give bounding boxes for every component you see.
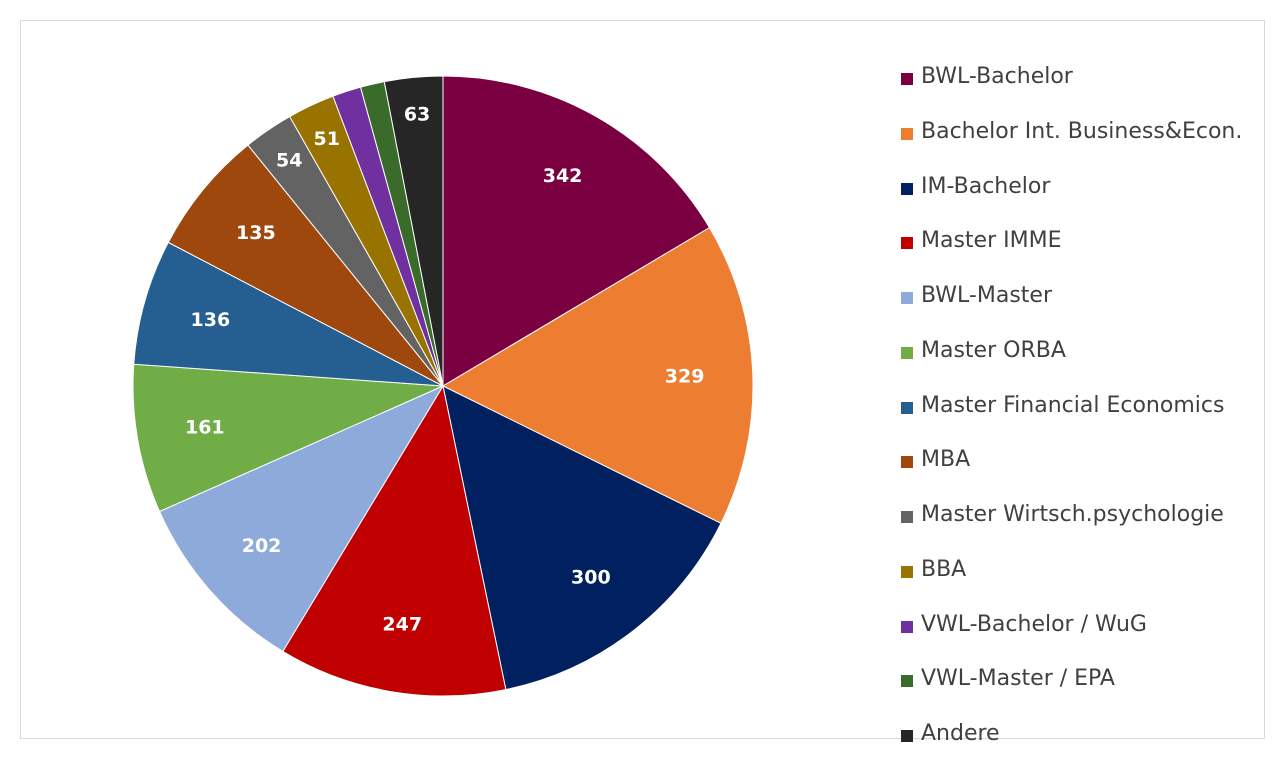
- legend-item: BWL-Master: [901, 278, 1242, 333]
- legend-swatch: [901, 237, 913, 250]
- legend-swatch: [901, 401, 913, 414]
- legend-item: Andere: [901, 716, 1242, 771]
- pie-chart: 342 329 300 247 202 161 136 135 54 51 63: [132, 75, 754, 697]
- pie-slice-6: [132, 363, 444, 513]
- pie-slice-2: [441, 226, 754, 525]
- legend-label: Master Wirtsch.psychologie: [921, 502, 1224, 527]
- slice-data-label: 161: [185, 417, 225, 439]
- slice-data-label: 329: [665, 366, 705, 388]
- slice-data-label: 51: [314, 128, 340, 150]
- legend-item: Master ORBA: [901, 333, 1242, 388]
- pie-slice-7: [133, 241, 444, 387]
- legend-label: Bachelor Int. Business&Econ.: [921, 118, 1243, 144]
- legend-label: VWL-Bachelor / WuG: [921, 611, 1147, 637]
- legend-label: BWL-Bachelor: [921, 64, 1073, 89]
- legend-label: MBA: [921, 447, 971, 473]
- legend-item: VWL-Bachelor / WuG: [901, 607, 1242, 662]
- legend-label: Master IMME: [921, 228, 1062, 254]
- legend-label: Master ORBA: [921, 337, 1066, 363]
- legend-item: Bachelor Int. Business&Econ.: [901, 114, 1242, 169]
- slice-data-label: 202: [242, 535, 282, 557]
- legend-label: BBA: [921, 556, 967, 582]
- legend-swatch: [901, 182, 913, 195]
- legend-item: BBA: [901, 552, 1242, 607]
- slice-data-label: 300: [571, 566, 611, 588]
- slice-data-label: 136: [191, 309, 231, 331]
- legend-label: BWL-Master: [921, 283, 1053, 308]
- legend-item: Master IMME: [901, 223, 1242, 278]
- slice-data-label: 247: [382, 613, 422, 635]
- legend-swatch: [901, 127, 913, 140]
- legend-item: IM-Bachelor: [901, 169, 1242, 224]
- pie-slice-3: [442, 385, 722, 691]
- slice-data-label: 54: [276, 150, 302, 172]
- legend-swatch: [901, 730, 913, 742]
- legend-swatch: [901, 511, 913, 523]
- legend-label: Andere: [921, 721, 1000, 746]
- legend-swatch: [901, 456, 913, 469]
- slice-data-label: 63: [404, 103, 430, 125]
- legend-item: MBA: [901, 442, 1242, 497]
- legend-swatch: [901, 73, 913, 85]
- pie-slice-5: [158, 384, 445, 653]
- pie-slice-8: [167, 144, 444, 387]
- pie-slice-13: [383, 75, 444, 387]
- chart-frame: 342 329 300 247 202 161 136 135 54 51 63 BWL-Bache…: [20, 20, 1265, 746]
- pie-slice-4: [282, 384, 507, 697]
- slice-data-label: 135: [236, 222, 276, 244]
- legend-swatch: [901, 565, 913, 578]
- legend-swatch: [901, 675, 913, 688]
- legend-label: IM-Bachelor: [921, 173, 1051, 199]
- legend-item: VWL-Master / EPA: [901, 661, 1242, 716]
- slice-data-label: 342: [543, 165, 583, 187]
- pie-slice-1: [442, 75, 711, 387]
- legend-item: BWL-Bachelor: [901, 59, 1242, 114]
- legend-label: VWL-Master / EPA: [921, 666, 1115, 692]
- legend-swatch: [901, 346, 913, 359]
- legend-swatch: [901, 620, 913, 633]
- legend: BWL-Bachelor Bachelor Int. Business&Econ.…: [901, 59, 1242, 771]
- legend-item: Master Wirtsch.psychologie: [901, 497, 1242, 552]
- legend-label: Master Financial Economics: [921, 392, 1225, 418]
- legend-swatch: [901, 292, 913, 304]
- legend-item: Master Financial Economics: [901, 388, 1242, 443]
